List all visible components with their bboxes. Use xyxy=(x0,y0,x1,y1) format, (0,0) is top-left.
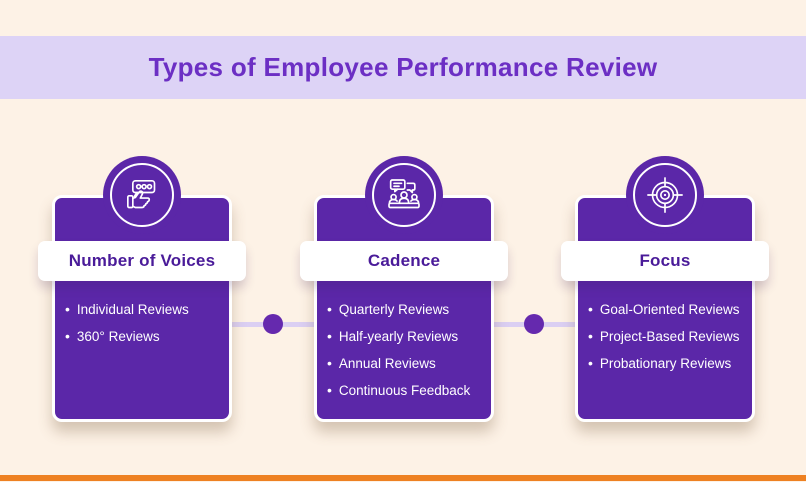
connector-dot xyxy=(524,314,544,334)
bullet-icon: • xyxy=(65,328,70,344)
feedback-thumbs-up-icon xyxy=(110,163,174,227)
icon-circle xyxy=(103,156,181,234)
bullet-icon: • xyxy=(588,301,593,317)
card-label-band: Cadence xyxy=(300,241,508,281)
list-item: • Quarterly Reviews xyxy=(327,296,487,323)
list-item: • Half-yearly Reviews xyxy=(327,323,487,350)
bullet-icon: • xyxy=(588,355,593,371)
meeting-discussion-icon xyxy=(372,163,436,227)
bullet-icon: • xyxy=(327,301,332,317)
bullet-icon: • xyxy=(65,301,70,317)
bullet-list: • Goal-Oriented Reviews • Project-Based Re… xyxy=(588,296,748,377)
header-band: Types of Employee Performance Review xyxy=(0,36,806,99)
bullet-icon: • xyxy=(588,328,593,344)
list-item: • Annual Reviews xyxy=(327,350,487,377)
list-item: • 360° Reviews xyxy=(65,323,225,350)
list-item: • Probationary Reviews xyxy=(588,350,748,377)
card-heading: Number of Voices xyxy=(68,251,216,270)
bullet-icon: • xyxy=(327,355,332,371)
card-label-band: Number of Voices xyxy=(38,241,246,281)
target-icon xyxy=(633,163,697,227)
bullet-list: • Quarterly Reviews • Half-yearly Reviews … xyxy=(327,296,487,404)
icon-circle xyxy=(626,156,704,234)
list-item: • Goal-Oriented Reviews xyxy=(588,296,748,323)
list-item: • Continuous Feedback xyxy=(327,377,487,404)
bullet-icon: • xyxy=(327,382,332,398)
bullet-list: • Individual Reviews • 360° Reviews xyxy=(65,296,225,350)
page-title: Types of Employee Performance Review xyxy=(148,52,658,82)
connector-dot xyxy=(263,314,283,334)
icon-circle xyxy=(365,156,443,234)
list-item: • Individual Reviews xyxy=(65,296,225,323)
card-cadence: Cadence • Quarterly Reviews • Half-yearly … xyxy=(300,156,508,422)
card-label-band: Focus xyxy=(561,241,769,281)
card-focus: Focus • Goal-Oriented Reviews • Project-Ba… xyxy=(561,156,769,422)
card-heading: Focus xyxy=(639,251,691,270)
bullet-icon: • xyxy=(327,328,332,344)
card-heading: Cadence xyxy=(367,251,441,270)
bottom-accent-bar xyxy=(0,475,806,481)
list-item: • Project-Based Reviews xyxy=(588,323,748,350)
card-number-of-voices: Number of Voices • Individual Reviews • 36… xyxy=(38,156,246,422)
